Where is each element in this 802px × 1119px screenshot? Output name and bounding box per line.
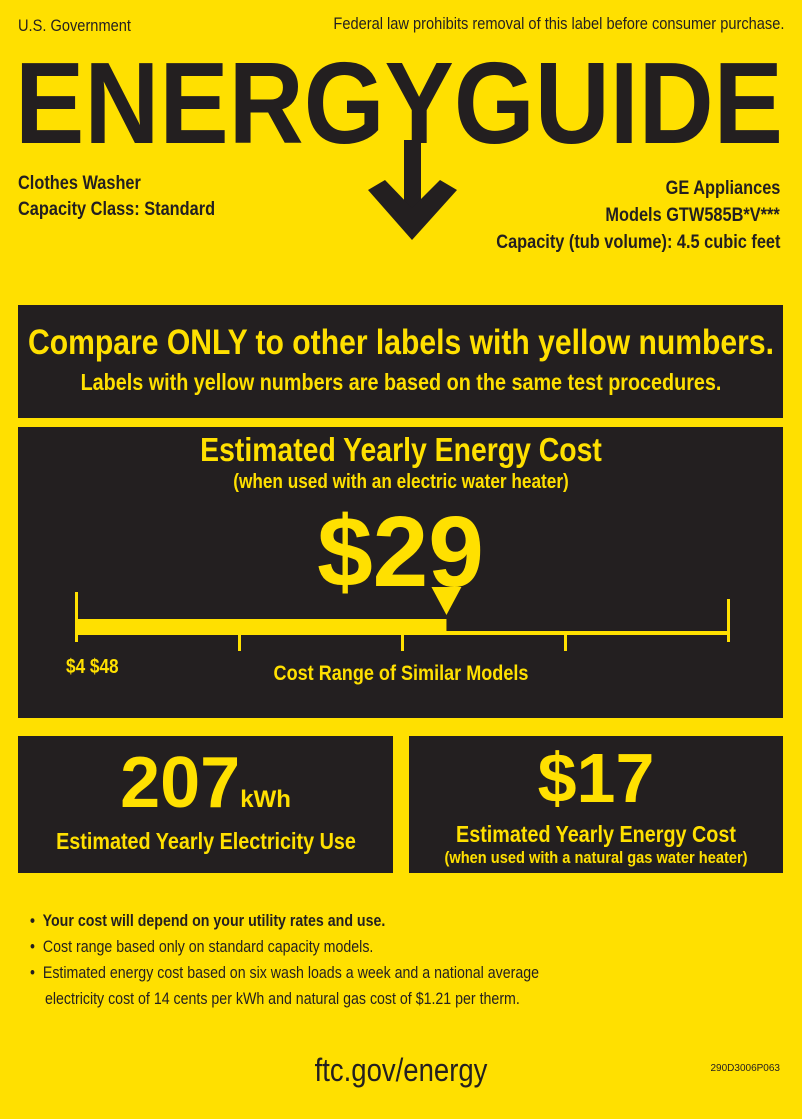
- gas-cost-title: Estimated Yearly Energy Cost: [456, 821, 736, 847]
- electricity-use-label: Estimated Yearly Electricity Use: [55, 828, 356, 854]
- compare-line1: Compare ONLY to other labels with yellow…: [27, 323, 774, 362]
- government-text: U.S. Government: [18, 16, 131, 35]
- range-labels: $4 $48: [66, 655, 127, 679]
- logo-text: ENERGYGUIDE: [15, 38, 783, 168]
- cost-marker-icon: [431, 587, 462, 615]
- electricity-use-box: 207kWh Estimated Yearly Electricity Use: [18, 736, 393, 873]
- scale-tick: [238, 633, 241, 651]
- gas-cost-value: $17: [537, 739, 655, 817]
- compare-box: Compare ONLY to other labels with yellow…: [18, 305, 783, 418]
- kwh-unit: kWh: [240, 786, 291, 813]
- models: Models GTW585B*V***: [605, 205, 780, 226]
- notes-list: • Your cost will depend on your utility …: [30, 908, 622, 1012]
- gas-cost-subtitle: (when used with a natural gas water heat…: [444, 848, 748, 867]
- notice-text: Federal law prohibits removal of this la…: [332, 14, 784, 33]
- note: Cost range based only on standard capaci…: [42, 938, 374, 956]
- removal-notice: Federal law prohibits removal of this la…: [260, 14, 784, 34]
- gas-cost-box: $17 Estimated Yearly Energy Cost (when u…: [409, 736, 783, 873]
- note: Estimated energy cost based on six wash …: [42, 964, 540, 982]
- scale-tick: [564, 633, 567, 651]
- scale-min-tick: [75, 592, 78, 642]
- model-info: GE Appliances Models GTW585B*V*** Capaci…: [450, 175, 780, 256]
- capacity: Capacity (tub volume): 4.5 cubic feet: [495, 232, 780, 253]
- scale-tick: [401, 633, 404, 651]
- brand: GE Appliances: [665, 178, 780, 199]
- electric-cost-title: Estimated Yearly Energy Cost: [199, 431, 602, 468]
- note: electricity cost of 14 cents per kWh and…: [45, 990, 520, 1008]
- label-code: 290D3006P063: [710, 1063, 780, 1074]
- range-min-label: $4: [66, 656, 86, 678]
- ftc-url-text[interactable]: ftc.gov/energy: [314, 1052, 488, 1088]
- scale-max-tick: [727, 599, 730, 642]
- down-arrow-icon: [368, 140, 457, 240]
- product-type: Clothes Washer: [18, 173, 141, 194]
- government-label: U.S. Government: [18, 16, 149, 36]
- capacity-class: Capacity Class: Standard: [18, 199, 216, 220]
- energyguide-logo: ENERGYGUIDE: [15, 38, 783, 240]
- electric-cost-subtitle: (when used with an electric water heater…: [232, 471, 569, 493]
- range-label: Cost Range of Similar Models: [273, 662, 528, 685]
- cost-range-scale: [75, 587, 730, 651]
- ftc-url[interactable]: ftc.gov/energy: [301, 1052, 502, 1089]
- product-info: Clothes Washer Capacity Class: Standard: [18, 171, 247, 223]
- electric-cost-value: $29: [317, 496, 484, 608]
- kwh-value: 207: [120, 743, 241, 823]
- compare-line2: Labels with yellow numbers are based on …: [80, 369, 721, 395]
- range-max-label: $48: [89, 656, 119, 678]
- note: Your cost will depend on your utility ra…: [42, 912, 386, 930]
- electric-cost-box: Estimated Yearly Energy Cost (when used …: [18, 427, 783, 718]
